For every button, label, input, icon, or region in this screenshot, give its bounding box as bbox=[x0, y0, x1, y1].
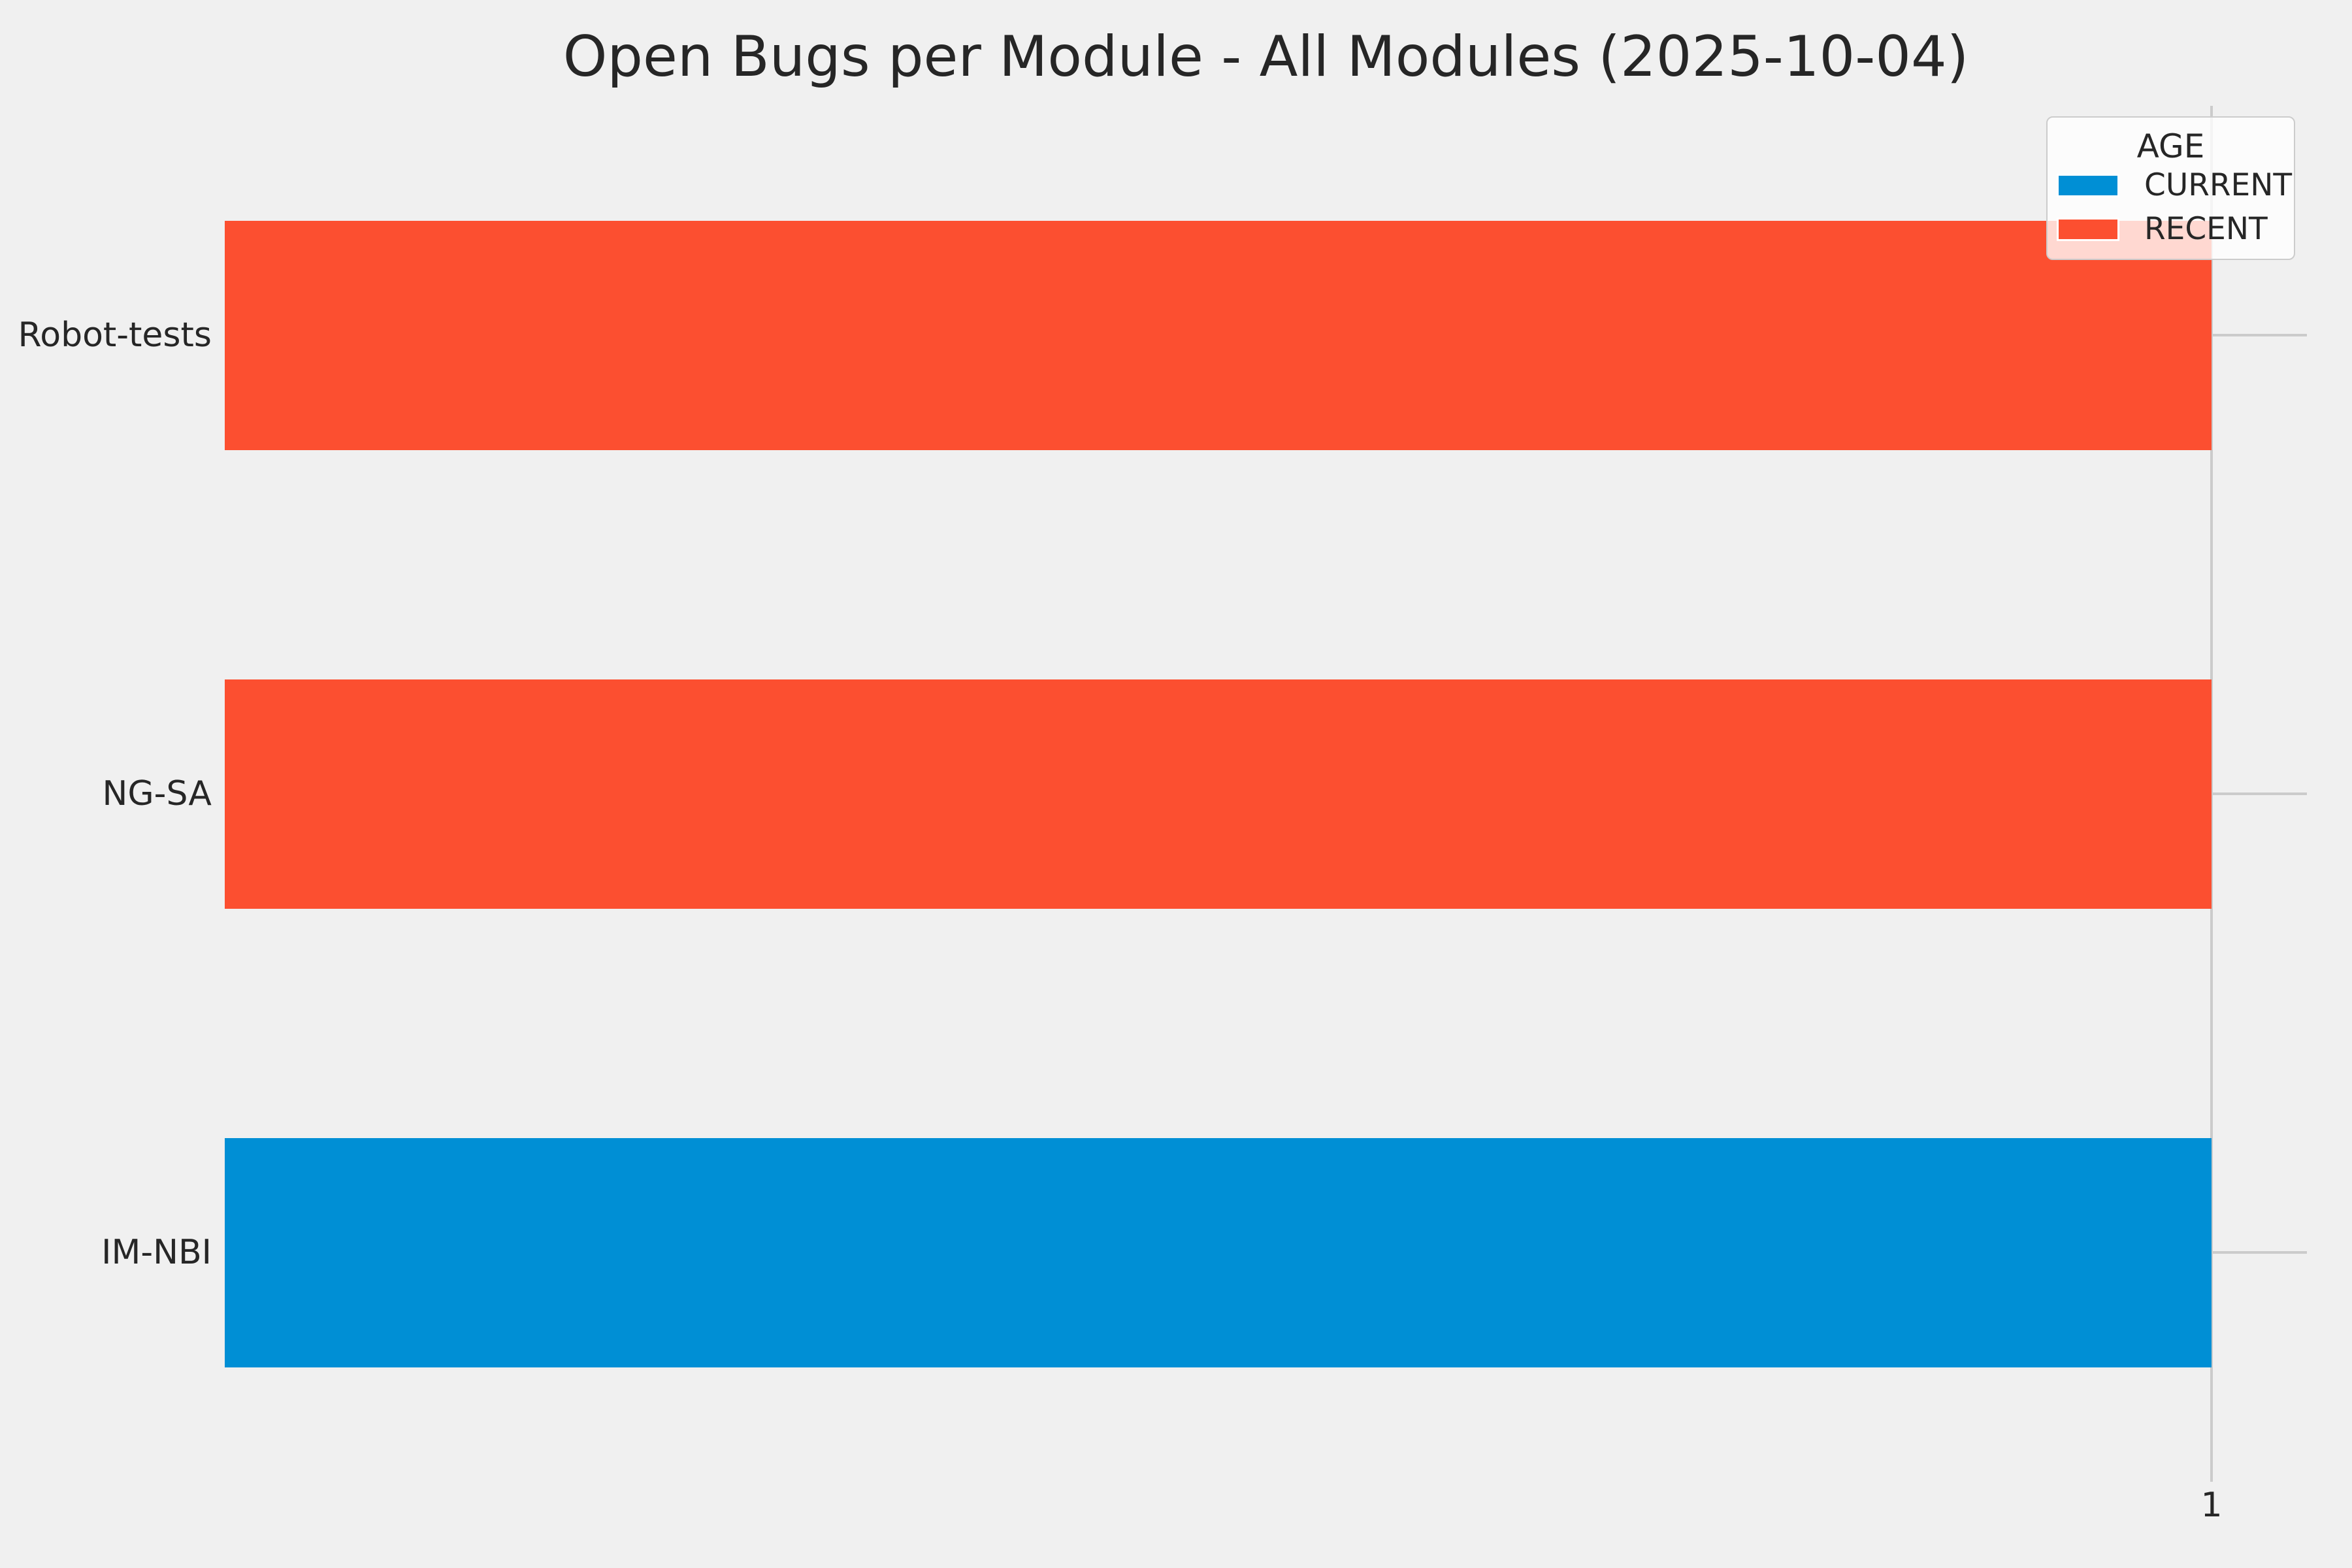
y-tick-label-ng-sa: NG-SA bbox=[102, 774, 212, 813]
x-tick-label-1: 1 bbox=[2200, 1486, 2223, 1525]
legend-label-recent: RECENT bbox=[2144, 211, 2268, 247]
legend-entry-recent: RECENT bbox=[2048, 207, 2294, 251]
plot-area bbox=[225, 106, 2307, 1482]
legend-swatch-recent-icon bbox=[2057, 217, 2119, 241]
bar-ng-sa bbox=[225, 679, 2212, 909]
gridline-x-1 bbox=[2210, 106, 2213, 1482]
legend-entry-current: CURRENT bbox=[2048, 163, 2294, 207]
legend-label-current: CURRENT bbox=[2144, 167, 2293, 203]
y-axis-labels: Robot-tests NG-SA IM-NBI bbox=[0, 106, 212, 1482]
chart-title: Open Bugs per Module - All Modules (2025… bbox=[563, 24, 1969, 90]
x-axis-labels: 1 bbox=[225, 1486, 2307, 1531]
bar-im-nbi bbox=[225, 1137, 2212, 1367]
legend-title: AGE bbox=[2136, 127, 2205, 165]
legend-swatch-current-icon bbox=[2057, 173, 2119, 197]
legend: AGE CURRENT RECENT bbox=[2046, 116, 2295, 260]
y-tick-label-im-nbi: IM-NBI bbox=[101, 1233, 212, 1272]
bar-robot-tests bbox=[225, 220, 2212, 450]
y-tick-label-robot-tests: Robot-tests bbox=[18, 316, 212, 355]
